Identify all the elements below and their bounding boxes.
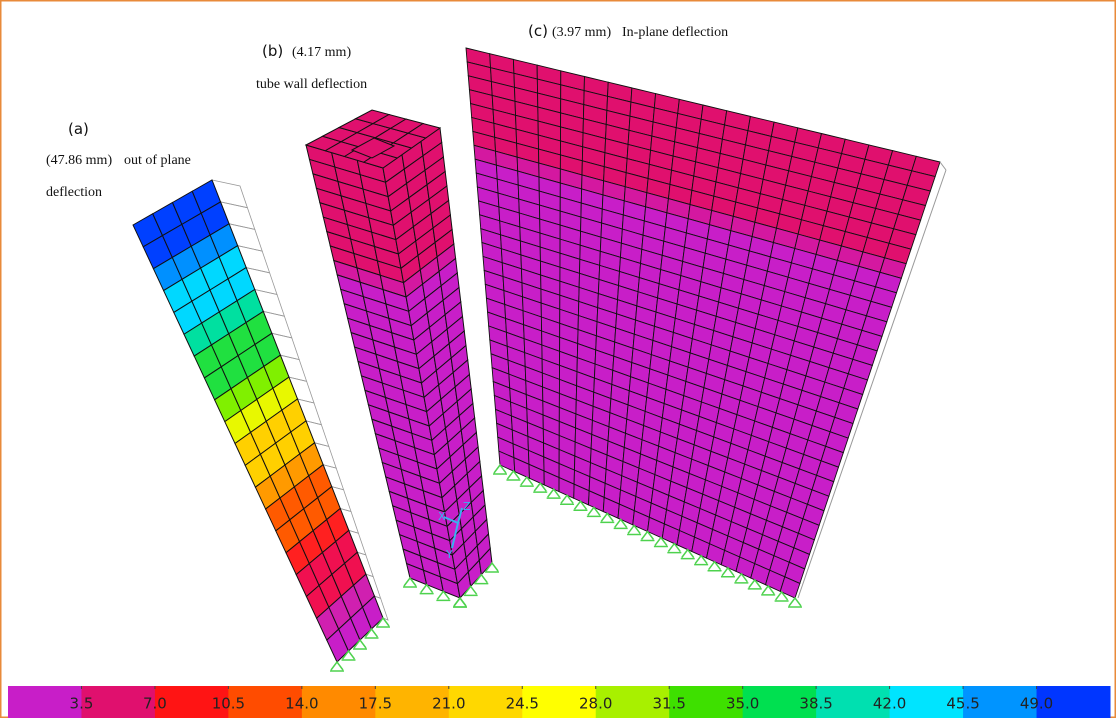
support bbox=[761, 584, 776, 596]
colorbar-segment bbox=[8, 686, 82, 718]
colorbar-label: 7.0 bbox=[143, 695, 167, 713]
support bbox=[364, 627, 379, 639]
axis-label: Z bbox=[463, 500, 471, 513]
meshes bbox=[132, 47, 947, 672]
support bbox=[353, 638, 367, 650]
undeformed-edge bbox=[939, 161, 947, 171]
colorbar-segment bbox=[228, 686, 303, 718]
colorbar-segment bbox=[669, 686, 744, 718]
support bbox=[720, 566, 735, 578]
panel-deflection: (47.86 mm) bbox=[46, 153, 112, 168]
colorbar-label: 45.5 bbox=[946, 695, 979, 713]
support bbox=[667, 542, 682, 554]
colorbar-segment bbox=[301, 686, 376, 718]
colorbar-label: 10.5 bbox=[212, 695, 245, 713]
support bbox=[376, 616, 390, 628]
colorbar-segment bbox=[595, 686, 670, 718]
panel-deflection: (3.97 mm) bbox=[552, 25, 611, 40]
support bbox=[330, 660, 344, 672]
panel-label: (c) bbox=[528, 22, 548, 40]
colorbar-segment bbox=[889, 686, 964, 718]
panel-deflection: (4.17 mm) bbox=[292, 45, 351, 60]
axis-line bbox=[451, 522, 459, 549]
panel-caption: out of plane bbox=[124, 153, 191, 168]
colorbar-label: 31.5 bbox=[652, 695, 685, 713]
colorbar-segment bbox=[742, 686, 817, 718]
axis-line bbox=[457, 507, 463, 524]
support bbox=[560, 493, 575, 505]
colorbar-segment bbox=[963, 686, 1038, 718]
support bbox=[485, 561, 499, 573]
support bbox=[747, 578, 762, 590]
support bbox=[453, 596, 467, 608]
colorbar-label: 24.5 bbox=[506, 695, 539, 713]
panel-caption: deflection bbox=[46, 185, 102, 200]
support bbox=[419, 583, 434, 595]
colorbar-label: 14.0 bbox=[285, 695, 318, 713]
colorbar-label: 38.5 bbox=[799, 695, 832, 713]
colorbar-label: 28.0 bbox=[579, 695, 612, 713]
support bbox=[533, 481, 548, 493]
colorbar-segment bbox=[522, 686, 597, 718]
axis-label: Y bbox=[445, 548, 453, 561]
support bbox=[546, 487, 561, 499]
colorbar-label: 21.0 bbox=[432, 695, 465, 713]
colorbar: 3.5 7.0 10.5 14.0 17.5 21.0 24.5 28.0 31.5 35.0 38… bbox=[8, 686, 1111, 718]
mesh-cell bbox=[406, 122, 442, 139]
support bbox=[627, 524, 642, 536]
support bbox=[788, 596, 802, 608]
axis-line bbox=[443, 516, 459, 524]
support bbox=[694, 554, 709, 566]
support bbox=[680, 548, 695, 560]
support bbox=[403, 576, 417, 588]
undeformed-edge bbox=[797, 169, 947, 599]
colorbar-label: 42.0 bbox=[873, 695, 906, 713]
support bbox=[474, 573, 489, 585]
support bbox=[640, 530, 655, 542]
colorbar-segment bbox=[81, 686, 156, 718]
colorbar-label: 17.5 bbox=[359, 695, 392, 713]
panel-label: (b) bbox=[262, 42, 283, 60]
colorbar-label: 35.0 bbox=[726, 695, 759, 713]
support bbox=[586, 506, 601, 518]
support bbox=[653, 536, 668, 548]
support bbox=[613, 518, 628, 530]
colorbar-segment bbox=[375, 686, 450, 718]
axis-label: X bbox=[438, 510, 446, 523]
colorbar-segment bbox=[816, 686, 891, 718]
support bbox=[436, 590, 451, 602]
support bbox=[463, 585, 478, 597]
panel-caption: In-plane deflection bbox=[622, 25, 728, 40]
colorbar-segment bbox=[154, 686, 229, 718]
support bbox=[600, 512, 615, 524]
support bbox=[707, 560, 722, 572]
support bbox=[493, 463, 507, 475]
panel-label: (a) bbox=[68, 120, 89, 138]
panel-caption: tube wall deflection bbox=[256, 77, 367, 92]
colorbar-label: 3.5 bbox=[70, 695, 94, 713]
colorbar-label: 49.0 bbox=[1020, 695, 1053, 713]
colorbar-segment bbox=[1036, 686, 1111, 718]
support bbox=[506, 469, 521, 481]
support bbox=[573, 500, 588, 512]
support bbox=[734, 572, 749, 584]
axis-triad: X Z Y bbox=[438, 500, 471, 561]
tube-opening bbox=[350, 137, 396, 159]
colorbar-segment bbox=[448, 686, 523, 718]
support bbox=[519, 475, 534, 487]
support bbox=[341, 649, 356, 661]
support bbox=[774, 590, 789, 602]
